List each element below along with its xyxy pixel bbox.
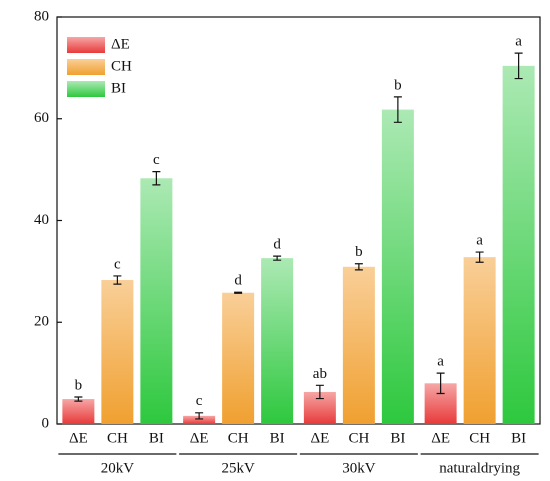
group-label: naturaldrying (439, 460, 520, 476)
error-bar (393, 96, 402, 123)
x-tick-label: CH (107, 430, 128, 446)
bar (101, 280, 134, 424)
x-tick-label: ΔE (69, 430, 88, 446)
error-bar (234, 291, 243, 294)
group-label: 20kV (101, 460, 135, 476)
significance-letter: b (394, 77, 402, 93)
error-bar (273, 255, 282, 261)
error-bar (475, 251, 484, 263)
bar (261, 258, 294, 424)
significance-letter: a (437, 354, 444, 370)
error-bar (315, 384, 324, 400)
x-tick-label: ΔE (190, 430, 209, 446)
significance-letter: c (114, 256, 121, 272)
significance-letter: a (515, 34, 522, 50)
error-bar (436, 372, 445, 395)
y-tick-label: 80 (34, 8, 49, 24)
y-tick-label: 60 (34, 110, 49, 126)
x-tick-label: CH (228, 430, 249, 446)
group-label: 30kV (342, 460, 376, 476)
bar (342, 266, 375, 424)
x-tick-label: BI (390, 430, 405, 446)
x-tick-label: BI (511, 430, 526, 446)
significance-letter: c (153, 152, 160, 168)
significance-letter: a (476, 232, 483, 248)
bar (140, 178, 173, 424)
bar (463, 257, 496, 424)
bar (222, 292, 255, 424)
bar (62, 399, 95, 424)
significance-letter: ab (313, 366, 327, 382)
bar (502, 65, 535, 424)
significance-letter: b (355, 244, 363, 260)
legend-label: ΔE (111, 36, 130, 52)
x-tick-label: CH (469, 430, 490, 446)
legend-swatch (67, 81, 105, 97)
error-bar (514, 52, 523, 80)
legend-swatch (67, 37, 105, 53)
significance-letter: b (75, 377, 83, 393)
bar (381, 109, 414, 424)
error-bar (354, 263, 363, 271)
error-bar (113, 275, 122, 285)
y-tick-label: 40 (34, 212, 49, 228)
bar (183, 415, 216, 424)
x-tick-label: BI (270, 430, 285, 446)
x-tick-label: BI (149, 430, 164, 446)
x-tick-label: CH (348, 430, 369, 446)
y-tick-label: 20 (34, 314, 49, 330)
x-tick-label: ΔE (310, 430, 329, 446)
significance-letter: c (196, 393, 203, 409)
legend-label: BI (111, 80, 126, 96)
legend-swatch (67, 59, 105, 75)
significance-letter: d (234, 273, 242, 289)
error-bar (195, 412, 204, 420)
error-bar (74, 396, 83, 402)
legend-label: CH (111, 58, 132, 74)
group-label: 25kV (221, 460, 255, 476)
error-bar (152, 171, 161, 186)
y-tick-label: 0 (42, 415, 50, 431)
significance-letter: d (273, 237, 281, 253)
x-tick-label: ΔE (431, 430, 450, 446)
